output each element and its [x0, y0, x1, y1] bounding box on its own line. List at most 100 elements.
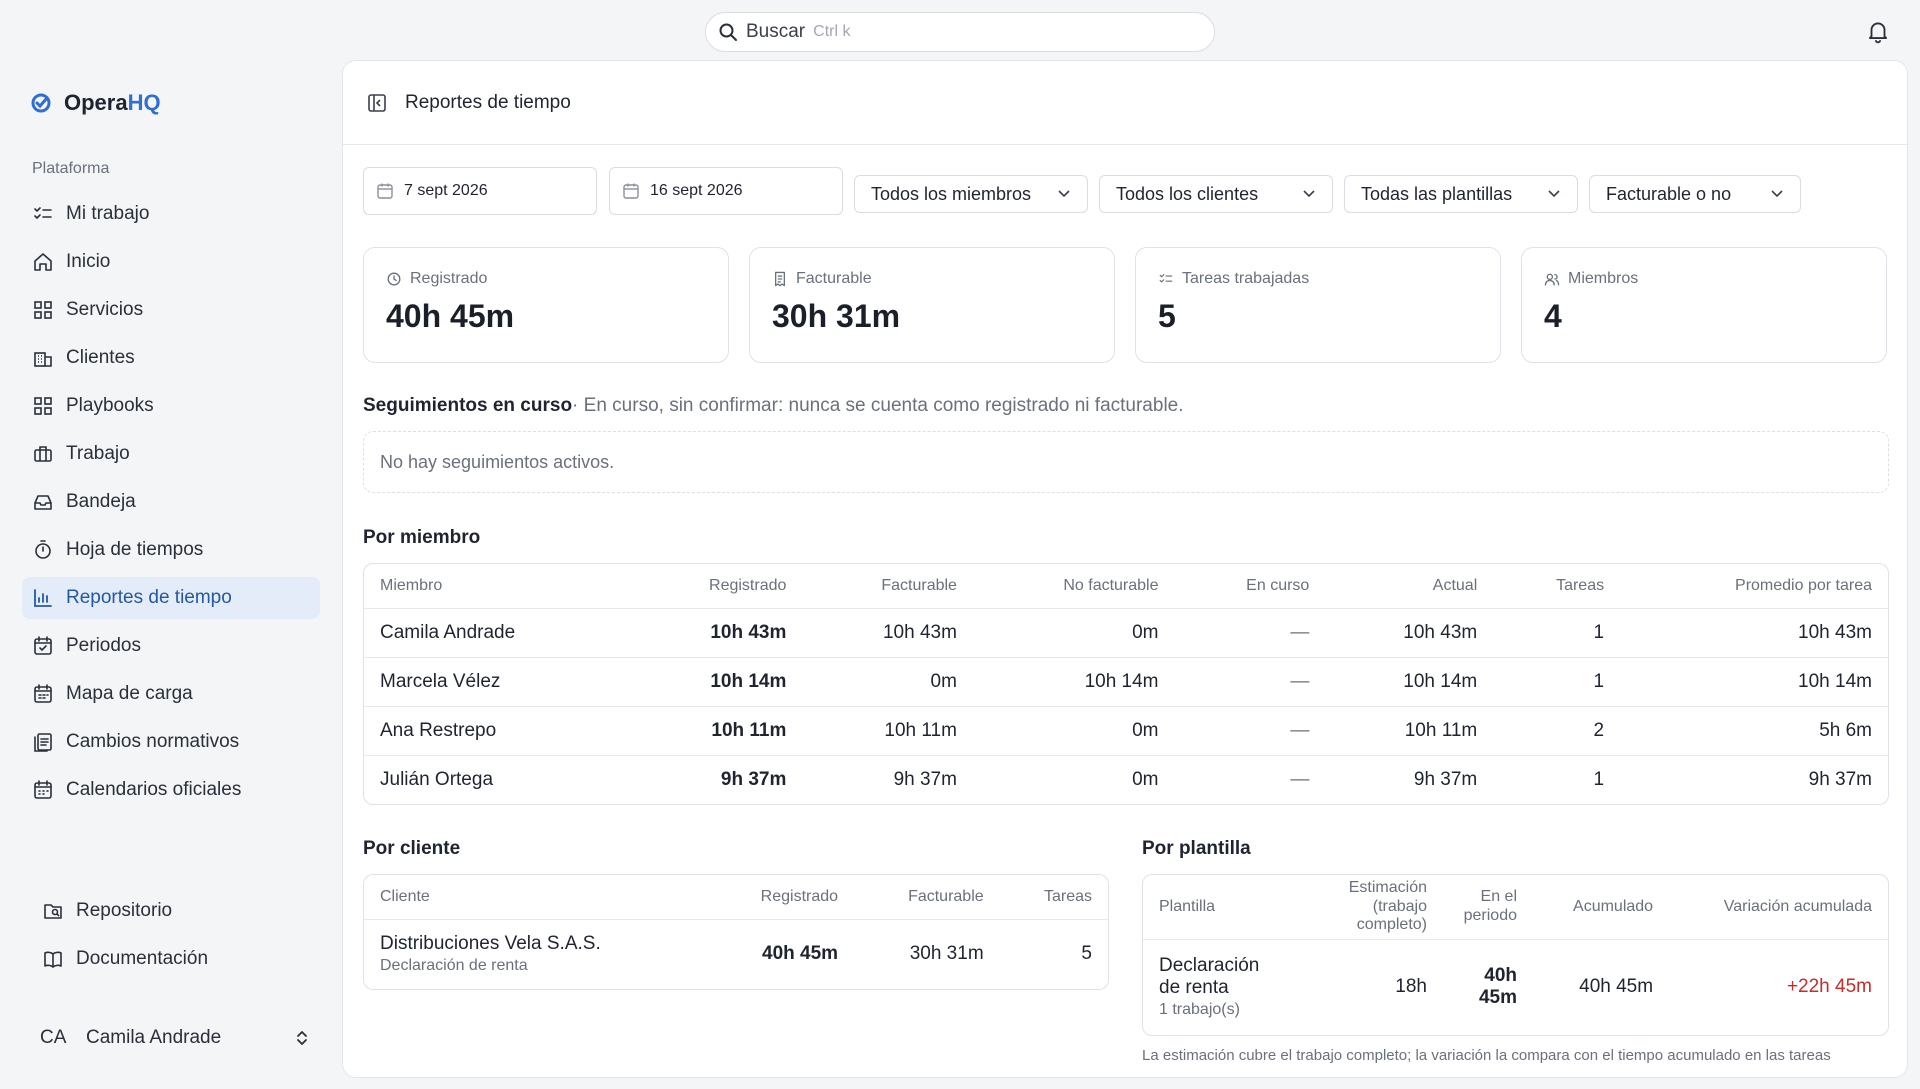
cell-tareas: 2 — [1493, 706, 1621, 756]
sidebar-item-documentacion[interactable]: Documentación — [32, 938, 322, 980]
avatar: CA — [40, 1027, 67, 1048]
list-check-icon — [1159, 274, 1173, 283]
sidebar-item-reportes-de-tiempo[interactable]: Reportes de tiempo — [22, 577, 320, 619]
search-input[interactable]: Buscar Ctrl k — [705, 12, 1215, 52]
sidebar-toggle-icon[interactable] — [367, 93, 387, 113]
user-name: Camila Andrade — [86, 1027, 222, 1048]
column-header-tareas[interactable]: Tareas — [1493, 564, 1621, 609]
chevron-up-down-icon — [297, 1031, 307, 1045]
cell-cliente: Distribuciones Vela S.A.S. Declaración de… — [364, 919, 706, 989]
home-icon — [34, 253, 52, 271]
table-row[interactable]: Julián Ortega 9h 37m 9h 37m 0m — 9h 37m 1 9h 37… — [364, 755, 1888, 804]
sidebar-item-label: Bandeja — [66, 491, 136, 512]
chevron-down-icon — [1058, 190, 1070, 198]
sidebar-item-servicios[interactable]: Servicios — [22, 289, 320, 331]
members-select[interactable]: Todos los miembros — [854, 175, 1088, 213]
cell-miembro: Julián Ortega — [380, 768, 494, 790]
stopwatch-icon — [35, 540, 51, 559]
cell-no-facturable: 0m — [972, 608, 1175, 658]
sidebar-item-hoja-de-tiempos[interactable]: Hoja de tiempos — [22, 529, 320, 571]
by-template-title: Por plantilla — [1142, 838, 1251, 859]
cell-en-curso: — — [1174, 706, 1326, 756]
cell-en-curso: — — [1174, 608, 1326, 658]
templates-select[interactable]: Todas las plantillas — [1344, 175, 1578, 213]
table-row[interactable]: Distribuciones Vela S.A.S. Declaración de… — [364, 919, 1108, 989]
table-row[interactable]: Camila Andrade 10h 43m 10h 43m 0m —10h 43m 1 1… — [364, 608, 1888, 658]
sidebar-item-label: Trabajo — [66, 443, 130, 464]
filters-bar: 7 sept 2026 16 sept 2026 Todos los miemb… — [363, 167, 1893, 215]
column-header-cliente[interactable]: Cliente — [364, 875, 707, 920]
sidebar-item-label: Mapa de carga — [66, 683, 193, 704]
sidebar-item-mapa-de-carga[interactable]: Mapa de carga — [22, 673, 320, 715]
date-from-picker[interactable]: 7 sept 2026 — [363, 167, 597, 215]
column-header-plantilla[interactable]: Plantilla — [1143, 875, 1293, 940]
stat-card-registrado: Registrado 40h 45m — [363, 247, 729, 363]
stat-label: Registrado — [410, 270, 488, 287]
date-to-value: 16 sept 2026 — [650, 182, 743, 199]
billable-select[interactable]: Facturable o no — [1589, 175, 1801, 213]
sidebar-item-trabajo[interactable]: Trabajo — [22, 433, 320, 475]
sidebar-item-mi-trabajo[interactable]: Mi trabajo — [22, 193, 320, 235]
column-header-no-facturable[interactable]: No facturable — [972, 564, 1175, 609]
template-name: Declaración de renta — [1159, 955, 1260, 999]
cell-miembro: Ana Restrepo — [364, 706, 630, 756]
page-title: Reportes de tiempo — [405, 91, 571, 113]
column-header-estimacion-trabajo-completo[interactable]: Estimación (trabajo completo) — [1293, 875, 1443, 940]
table-row[interactable]: Marcela Vélez 10h 14m 0m 10h 14m —10h 14m 1 10… — [364, 657, 1888, 707]
sidebar-item-clientes[interactable]: Clientes — [22, 337, 320, 379]
search-icon — [719, 23, 737, 41]
sidebar-item-inicio[interactable]: Inicio — [22, 241, 320, 283]
cell-en-el-periodo: 40h 45m — [1478, 965, 1517, 1009]
column-header-acumulado[interactable]: Acumulado — [1533, 875, 1670, 940]
column-header-facturable[interactable]: Facturable — [802, 564, 973, 609]
stat-value: 40h 45m — [386, 298, 515, 334]
sidebar-item-label: Cambios normativos — [66, 731, 240, 752]
column-header-facturable[interactable]: Facturable — [854, 875, 1000, 920]
stat-label: Miembros — [1568, 270, 1639, 287]
sidebar-item-label: Clientes — [66, 347, 135, 368]
column-header-variacion-acumulada[interactable]: Variación acumulada — [1669, 875, 1888, 940]
by-member-table: Miembro Registrado Facturable No facturable… — [363, 563, 1889, 805]
in-progress-heading: Seguimientos en curso· En curso, sin con… — [363, 395, 1184, 417]
column-header-miembro[interactable]: Miembro — [364, 564, 630, 609]
column-header-registrado[interactable]: Registrado — [629, 564, 803, 609]
cell-variacion-acumulada: +22h 45m — [1786, 976, 1872, 998]
book-icon — [44, 951, 62, 968]
by-client-table: Cliente Registrado Facturable Tareas Distri… — [363, 874, 1109, 990]
sidebar-item-repositorio[interactable]: Repositorio — [32, 890, 322, 932]
grid-icon — [34, 397, 52, 415]
cell-miembro: Marcela Vélez — [364, 657, 630, 707]
cell-no-facturable: 0m — [972, 706, 1175, 756]
table-row[interactable]: Ana Restrepo 10h 11m 10h 11m 0m —10h 11m 2 5h … — [364, 706, 1888, 756]
receipt-icon — [774, 271, 786, 287]
column-header-actual[interactable]: Actual — [1325, 564, 1494, 609]
column-header-en-curso[interactable]: En curso — [1174, 564, 1326, 609]
building-icon — [34, 352, 52, 367]
date-to-picker[interactable]: 16 sept 2026 — [609, 167, 843, 215]
search-shortcut: Ctrl k — [813, 23, 851, 40]
bar-chart-icon — [34, 589, 52, 607]
in-progress-empty-state: No hay seguimientos activos. — [363, 431, 1889, 493]
clients-select[interactable]: Todos los clientes — [1099, 175, 1333, 213]
stat-value: 5 — [1158, 298, 1176, 334]
cell-promedio-por-tarea: 5h 6m — [1620, 706, 1888, 756]
sidebar-item-periodos[interactable]: Periodos — [22, 625, 320, 667]
cell-actual: 10h 11m — [1325, 706, 1494, 756]
brand-logo[interactable]: OperaHQ — [30, 90, 161, 116]
sidebar-item-calendarios-oficiales[interactable]: Calendarios oficiales — [22, 769, 320, 811]
brand-name: OperaHQ — [64, 90, 161, 115]
column-header-registrado[interactable]: Registrado — [706, 875, 855, 920]
sidebar-item-label: Periodos — [66, 635, 141, 656]
briefcase-icon — [34, 446, 52, 462]
cell-registrado: 10h 14m — [629, 657, 803, 707]
column-header-tareas[interactable]: Tareas — [999, 875, 1108, 920]
sidebar-item-cambios-normativos[interactable]: Cambios normativos — [22, 721, 320, 763]
sidebar-item-playbooks[interactable]: Playbooks — [22, 385, 320, 427]
sidebar-item-bandeja[interactable]: Bandeja — [22, 481, 320, 523]
table-row[interactable]: Declaración de renta 1 trabajo(s) 18h 40h 4… — [1143, 939, 1888, 1035]
bell-icon[interactable] — [1865, 18, 1891, 44]
column-header-promedio-por-tarea[interactable]: Promedio por tarea — [1620, 564, 1888, 609]
sidebar-item-label: Repositorio — [76, 900, 173, 921]
column-header-en-el-periodo[interactable]: En el periodo — [1443, 875, 1533, 940]
user-menu[interactable]: CA Camila Andrade — [40, 1020, 310, 1056]
